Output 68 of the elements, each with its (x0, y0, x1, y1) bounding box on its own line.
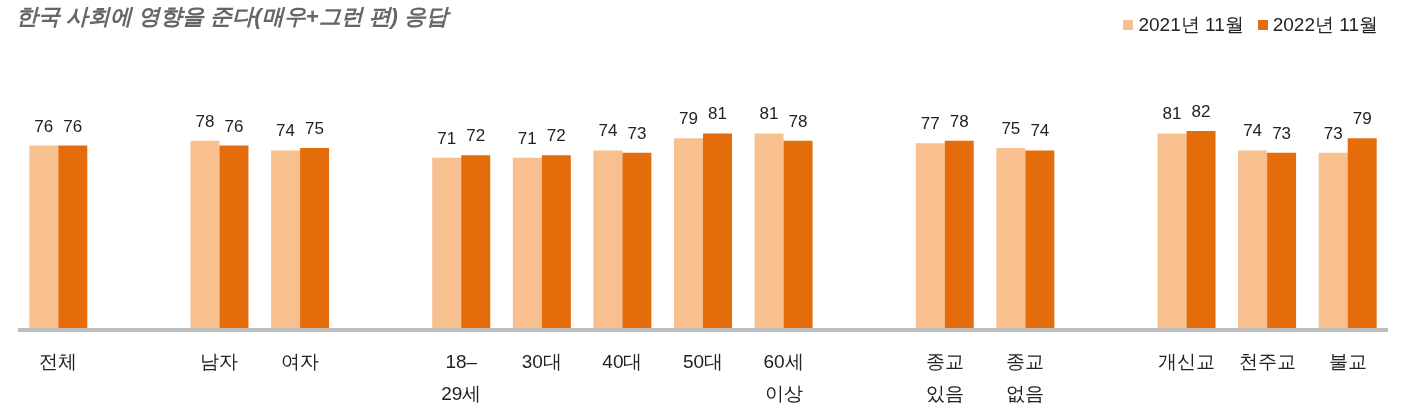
bar (1238, 150, 1268, 330)
bar (622, 152, 652, 330)
bar (1347, 138, 1377, 330)
x-tick-label: 60세 이상 (763, 351, 804, 404)
data-label: 81 (708, 104, 727, 124)
bar (702, 133, 732, 330)
bar (673, 138, 703, 330)
bar (190, 140, 220, 330)
data-label: 73 (1323, 123, 1343, 143)
data-label: 73 (627, 123, 647, 143)
data-label: 76 (34, 116, 54, 136)
data-label: 74 (1030, 121, 1050, 141)
data-label: 78 (949, 111, 969, 131)
x-tick-label: 30대 (521, 351, 562, 372)
data-label: 73 (1272, 123, 1292, 143)
x-tick-label: 종교 있음 (925, 351, 964, 404)
legend-label: 2022년 11월 (1271, 13, 1378, 37)
bar (1157, 133, 1187, 330)
x-tick-label: 전체 (39, 351, 78, 372)
data-label: 76 (224, 116, 244, 136)
x-tick-label: 여자 (281, 351, 320, 372)
bar (512, 157, 542, 330)
data-label: 78 (195, 111, 215, 131)
x-tick-label: 종교 없음 (1006, 351, 1045, 404)
bar (915, 143, 945, 330)
bar (1186, 131, 1216, 330)
bar (593, 150, 623, 330)
x-tick-label: 불교 (1328, 351, 1367, 372)
x-tick-label: 50대 (682, 351, 724, 372)
data-label: 82 (1191, 102, 1211, 121)
legend-label: 2021년 11월 (1137, 13, 1244, 37)
bar (1267, 152, 1297, 330)
bar (300, 147, 330, 330)
x-tick-label: 개신교 (1158, 351, 1216, 372)
bar (29, 145, 59, 330)
data-label: 71 (437, 128, 457, 148)
data-label: 74 (276, 121, 296, 141)
data-label: 77 (920, 114, 940, 134)
bar (996, 147, 1026, 330)
data-label: 72 (546, 126, 566, 146)
bar (219, 145, 249, 330)
bar (1318, 152, 1348, 330)
bar (754, 133, 784, 330)
bar (1025, 150, 1055, 330)
x-tick-label: 남자 (200, 351, 239, 372)
chart-title: 한국 사회에 영향을 준다(매우+그런 편) 응답 (16, 3, 449, 31)
data-label: 71 (517, 128, 537, 148)
bar (783, 140, 813, 330)
data-label: 79 (1352, 109, 1372, 129)
data-label: 74 (598, 121, 618, 141)
bar (271, 150, 301, 330)
data-label: 78 (788, 111, 808, 131)
bar (461, 155, 491, 330)
bar (541, 155, 571, 330)
bar (432, 157, 462, 330)
x-tick-label: 40대 (602, 351, 643, 372)
data-label: 74 (1243, 121, 1263, 141)
data-label: 76 (63, 116, 83, 136)
data-label: 79 (679, 109, 698, 129)
x-tick-label: 18– 29세 (441, 351, 482, 404)
data-label: 81 (1162, 104, 1182, 124)
bar (944, 140, 974, 330)
bar (58, 145, 88, 330)
data-label: 75 (305, 118, 325, 138)
x-tick-label: 천주교 (1238, 351, 1296, 372)
data-label: 72 (466, 126, 486, 146)
data-label: 75 (1001, 118, 1021, 138)
data-label: 81 (759, 104, 779, 124)
